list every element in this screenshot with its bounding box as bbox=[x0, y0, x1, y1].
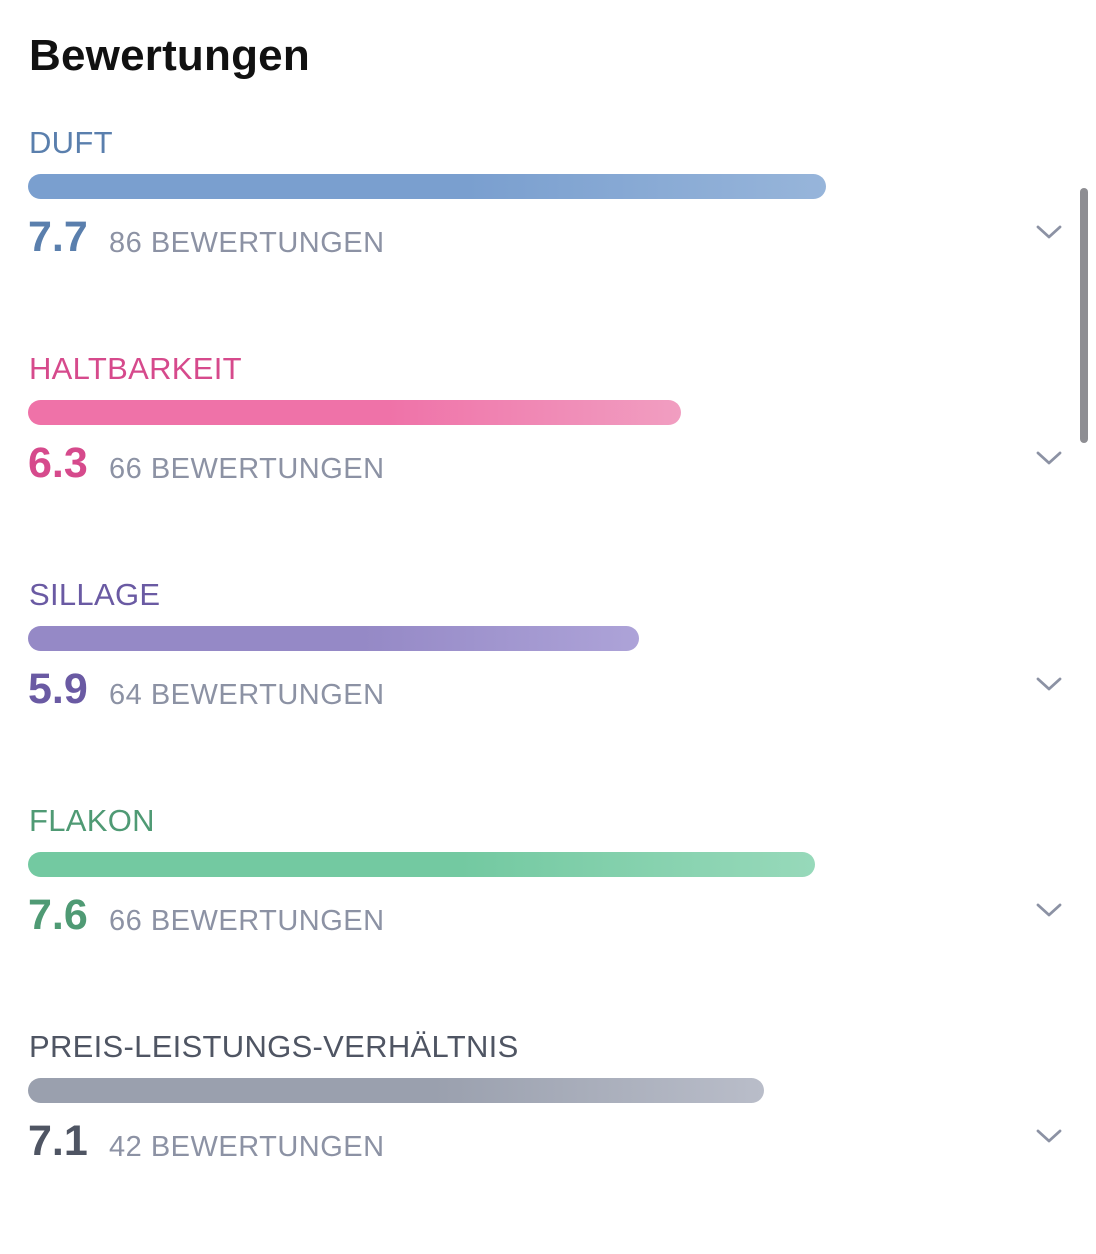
rating-count: 66 BEWERTUNGEN bbox=[109, 453, 385, 485]
rating-count: 42 BEWERTUNGEN bbox=[109, 1131, 385, 1163]
rating-label: PREIS-LEISTUNGS-VERHÄLTNIS bbox=[29, 1029, 519, 1064]
rating-bar-track bbox=[28, 626, 1064, 651]
rating-bar bbox=[28, 852, 815, 877]
rating-bar bbox=[28, 400, 681, 425]
rating-count: 86 BEWERTUNGEN bbox=[109, 227, 385, 259]
rating-bar-track bbox=[28, 1078, 1064, 1103]
rating-sillage[interactable]: SILLAGE 5.9 64 BEWERTUNGEN bbox=[0, 576, 1096, 802]
chevron-down-icon[interactable] bbox=[1034, 674, 1064, 694]
rating-count: 64 BEWERTUNGEN bbox=[109, 679, 385, 711]
rating-score: 7.6 bbox=[28, 891, 88, 939]
chevron-down-icon[interactable] bbox=[1034, 222, 1064, 242]
rating-label: FLAKON bbox=[29, 803, 155, 838]
rating-duft[interactable]: DUFT 7.7 86 BEWERTUNGEN bbox=[0, 124, 1096, 350]
chevron-down-icon[interactable] bbox=[1034, 1126, 1064, 1146]
rating-bar-track bbox=[28, 852, 1064, 877]
rating-label: HALTBARKEIT bbox=[29, 351, 242, 386]
rating-score: 5.9 bbox=[28, 665, 88, 713]
rating-haltbarkeit[interactable]: HALTBARKEIT 6.3 66 BEWERTUNGEN bbox=[0, 350, 1096, 576]
rating-bar bbox=[28, 626, 639, 651]
rating-count: 66 BEWERTUNGEN bbox=[109, 905, 385, 937]
rating-label: DUFT bbox=[29, 125, 113, 160]
chevron-down-icon[interactable] bbox=[1034, 448, 1064, 468]
rating-bar bbox=[28, 1078, 764, 1103]
chevron-down-icon[interactable] bbox=[1034, 900, 1064, 920]
rating-flakon[interactable]: FLAKON 7.6 66 BEWERTUNGEN bbox=[0, 802, 1096, 1028]
rating-score: 7.7 bbox=[28, 213, 88, 261]
scrollbar[interactable] bbox=[1080, 188, 1088, 443]
rating-bar bbox=[28, 174, 826, 199]
rating-score: 6.3 bbox=[28, 439, 88, 487]
rating-label: SILLAGE bbox=[29, 577, 161, 612]
rating-preis-leistung[interactable]: PREIS-LEISTUNGS-VERHÄLTNIS 7.1 42 BEWERT… bbox=[0, 1028, 1096, 1254]
page-title: Bewertungen bbox=[29, 31, 310, 80]
rating-score: 7.1 bbox=[28, 1117, 88, 1165]
rating-bar-track bbox=[28, 400, 1064, 425]
rating-bar-track bbox=[28, 174, 1064, 199]
